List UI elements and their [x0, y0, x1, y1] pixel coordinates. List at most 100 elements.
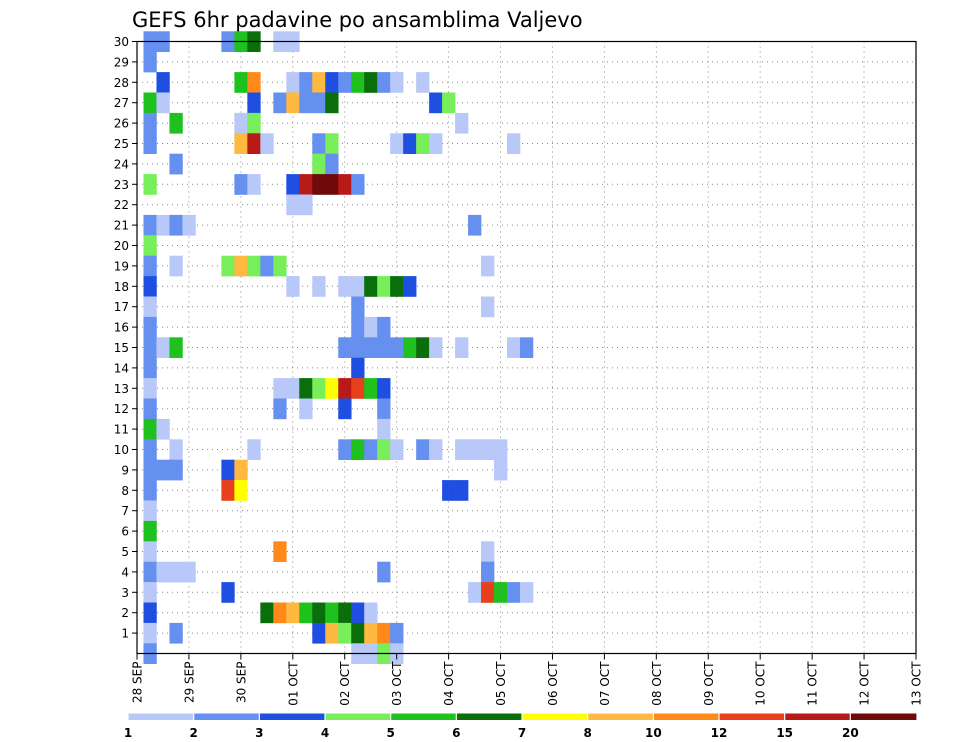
heatmap-cell [286, 276, 300, 297]
heatmap-cell [247, 133, 261, 154]
data-cells [143, 31, 534, 664]
heatmap-cell [143, 561, 157, 583]
colorbar-swatch [259, 713, 326, 720]
heatmap-cell [338, 602, 352, 624]
heatmap-cell [299, 194, 313, 216]
y-tick-label: 9 [121, 463, 129, 477]
heatmap-cell [416, 439, 430, 460]
heatmap-cell [325, 602, 339, 624]
colorbar-swatch [719, 713, 786, 720]
x-tick-label: 04 OCT [442, 661, 456, 706]
heatmap-cell [351, 337, 365, 358]
heatmap-cell [299, 398, 313, 420]
y-tick-label: 15 [114, 341, 129, 355]
heatmap-cell [416, 337, 430, 358]
heatmap-cell [312, 378, 326, 399]
x-tick-label: 10 OCT [754, 661, 768, 706]
chart-title: GEFS 6hr padavine po ansamblima Valjevo [132, 8, 583, 32]
heatmap-cell [234, 112, 248, 134]
heatmap-cell [507, 337, 521, 358]
heatmap-cell [156, 92, 170, 114]
colorbar-swatch [784, 713, 851, 720]
heatmap-cell [429, 92, 443, 114]
heatmap-cell [390, 439, 404, 460]
heatmap-cell [377, 378, 391, 399]
heatmap-cell [325, 153, 339, 175]
heatmap-cell [143, 255, 157, 277]
heatmap-cell [312, 174, 326, 195]
heatmap-cell [143, 459, 157, 481]
heatmap-cell [455, 337, 469, 358]
heatmap-cell [507, 582, 521, 603]
heatmap-cell [429, 337, 443, 358]
x-tick-label: 08 OCT [650, 661, 664, 706]
heatmap-cell [221, 255, 235, 277]
heatmap-cell [299, 378, 313, 399]
heatmap-cell [312, 92, 326, 114]
colorbar-swatch [325, 713, 392, 720]
colorbar-swatch [128, 713, 195, 720]
x-tick-label: 29 SEP [182, 662, 196, 704]
heatmap-cell [312, 72, 326, 93]
colorbar-swatch [193, 713, 260, 720]
y-tick-label: 6 [121, 525, 129, 539]
heatmap-cell [364, 337, 378, 358]
heatmap-cell [143, 337, 157, 358]
heatmap-cell [143, 214, 157, 236]
heatmap-cell [143, 582, 157, 603]
heatmap-cell [338, 72, 352, 93]
heatmap-cell [156, 418, 170, 440]
heatmap-cell [351, 378, 365, 399]
y-tick-label: 12 [114, 402, 129, 416]
heatmap-cell [156, 337, 170, 358]
heatmap-cell [312, 276, 326, 297]
heatmap-cell [143, 296, 157, 318]
heatmap-cell [234, 480, 248, 501]
x-tick-label: 30 SEP [234, 662, 248, 704]
heatmap-cell [481, 582, 495, 603]
colorbar-swatch [653, 713, 720, 720]
y-tick-label: 23 [114, 178, 129, 192]
colorbar-swatch [850, 713, 917, 720]
heatmap-cell [377, 439, 391, 460]
heatmap-cell [286, 194, 300, 216]
heatmap-cell [338, 378, 352, 399]
heatmap-cell [325, 92, 339, 114]
heatmap-cell [403, 337, 417, 358]
heatmap-cell [247, 72, 261, 93]
x-tick-label: 07 OCT [598, 661, 612, 706]
heatmap-cell [390, 622, 404, 644]
y-tick-label: 10 [114, 443, 129, 457]
colorbar-label: 7 [518, 726, 526, 740]
heatmap-cell [299, 174, 313, 195]
heatmap-cell [143, 398, 157, 420]
x-tick-label: 11 OCT [806, 661, 820, 706]
heatmap-cell [312, 622, 326, 644]
heatmap-cell [143, 316, 157, 338]
x-tick-label: 09 OCT [702, 661, 716, 706]
heatmap-cell [338, 174, 352, 195]
heatmap-cell [143, 602, 157, 624]
heatmap-cell [325, 174, 339, 195]
heatmap-cell [338, 439, 352, 460]
heatmap-cell [143, 500, 157, 522]
heatmap-cell [377, 276, 391, 297]
heatmap-cell [351, 439, 365, 460]
heatmap-cell [377, 622, 391, 644]
heatmap-cell [481, 561, 495, 583]
y-tick-label: 29 [114, 55, 129, 69]
heatmap-cell [455, 112, 469, 134]
heatmap-cell [390, 133, 404, 154]
heatmap-cell [403, 133, 417, 154]
x-axis-ticks: 28 SEP 29 SEP 30 SEP 01 OCT 02 OCT 03 OCT 04 O… [131, 653, 924, 706]
y-tick-label: 1 [121, 627, 129, 641]
heatmap-cell [247, 112, 261, 134]
y-tick-label: 21 [114, 219, 129, 233]
heatmap-cell [338, 337, 352, 358]
heatmap-cell [299, 602, 313, 624]
colorbar-swatch [456, 713, 523, 720]
heatmap-cell [299, 72, 313, 93]
heatmap-cell [182, 214, 196, 236]
colorbar-label: 20 [842, 726, 859, 740]
heatmap-cell [351, 622, 365, 644]
